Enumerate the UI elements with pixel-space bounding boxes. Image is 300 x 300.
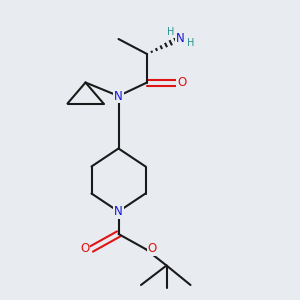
Text: N: N (114, 89, 123, 103)
Text: N: N (176, 32, 184, 46)
Text: O: O (80, 242, 89, 256)
Text: O: O (148, 242, 157, 256)
Text: O: O (177, 76, 186, 89)
Text: H: H (187, 38, 194, 49)
Text: N: N (114, 205, 123, 218)
Text: H: H (167, 27, 175, 37)
